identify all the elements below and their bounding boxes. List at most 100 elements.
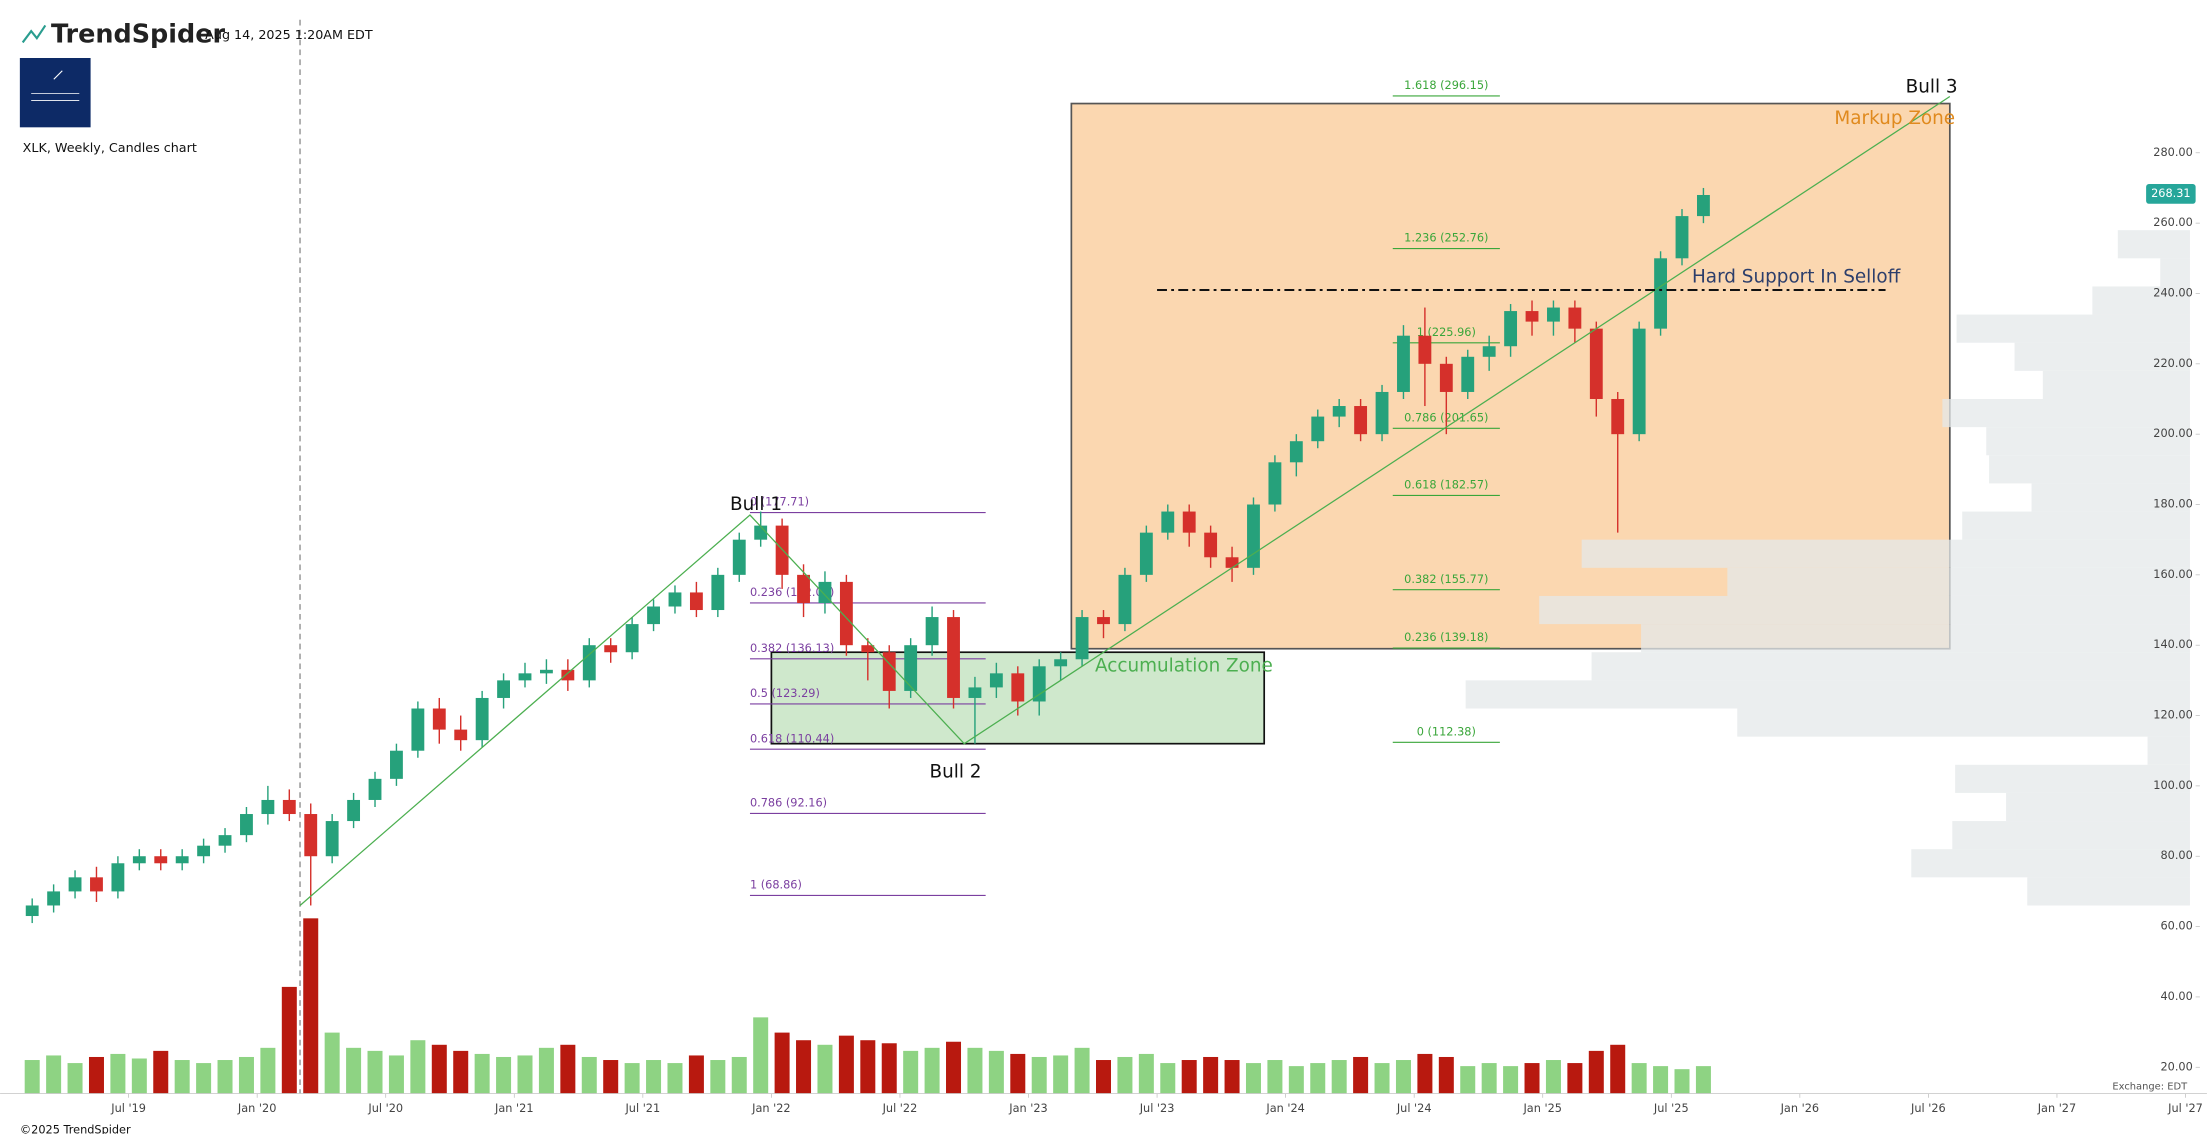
volume-bar bbox=[946, 1041, 962, 1094]
volume-bar bbox=[1374, 1063, 1390, 1094]
y-tick-label: 140.00 bbox=[2153, 638, 2193, 651]
fib-label: 0.618 (182.57) bbox=[1404, 479, 1488, 492]
y-tick-label: 40.00 bbox=[2160, 990, 2192, 1003]
candle-body bbox=[390, 750, 403, 779]
candle-body bbox=[668, 592, 682, 607]
fib-label: 0.786 (92.16) bbox=[750, 797, 827, 810]
volume-profile-bar bbox=[1727, 567, 2190, 596]
main-layer: 0 (177.71) 0.236 (152.03) 0.382 (136.13) 0.… bbox=[0, 19, 2207, 1115]
volume-bar bbox=[1245, 1063, 1261, 1094]
volume-bar bbox=[196, 1063, 212, 1094]
candle-body bbox=[1397, 335, 1410, 392]
candle-body bbox=[711, 574, 725, 611]
x-tick-label: Jan '25 bbox=[1522, 1102, 1562, 1115]
candle-body bbox=[689, 592, 703, 611]
chart-title: XLK, Weekly, Candles chart bbox=[23, 141, 197, 156]
volume-bar bbox=[817, 1044, 833, 1094]
fib-label: 0.5 (123.29) bbox=[750, 687, 820, 700]
volume-bar bbox=[281, 986, 297, 1094]
volume-bar bbox=[110, 1053, 126, 1094]
volume-profile-bar bbox=[1952, 821, 2190, 850]
volume-bar bbox=[753, 1017, 769, 1094]
volume-bar bbox=[346, 1047, 362, 1094]
y-tick-label: 200.00 bbox=[2153, 427, 2193, 440]
candle-body bbox=[1611, 398, 1625, 435]
x-tick-label: Jul '21 bbox=[624, 1102, 660, 1115]
candle-body bbox=[1482, 346, 1496, 357]
volume-bar bbox=[860, 1040, 876, 1094]
volume-bar bbox=[1610, 1044, 1626, 1094]
volume-bar bbox=[1481, 1063, 1497, 1094]
volume-bar bbox=[453, 1050, 469, 1094]
y-tick-label: 80.00 bbox=[2160, 849, 2192, 862]
volume-bar bbox=[1224, 1060, 1240, 1094]
last-price-label: 268.31 bbox=[2151, 187, 2191, 200]
candle-body bbox=[1247, 504, 1260, 568]
bull-label: Bull 1 bbox=[730, 494, 782, 515]
candle-body bbox=[1675, 216, 1689, 259]
candle-body bbox=[218, 835, 232, 846]
volume-profile-bar bbox=[1989, 455, 2190, 484]
logo bbox=[19, 58, 91, 128]
candle-body bbox=[989, 673, 1003, 688]
candle-body bbox=[797, 574, 810, 603]
y-tick-label: 120.00 bbox=[2153, 709, 2193, 722]
candle-body bbox=[325, 821, 339, 857]
volume-bar bbox=[1074, 1047, 1090, 1094]
x-tick-label: Jul '22 bbox=[882, 1102, 918, 1115]
candle-body bbox=[1439, 363, 1453, 392]
volume-profile-bar bbox=[2031, 483, 2190, 512]
volume-profile-bar bbox=[1962, 511, 2190, 540]
candle-body bbox=[947, 617, 960, 698]
volume-profile-bar bbox=[2092, 286, 2190, 315]
bull-label: Bull 2 bbox=[929, 761, 981, 782]
candle-body bbox=[625, 624, 639, 653]
candle-body bbox=[282, 799, 296, 815]
volume-bar bbox=[1524, 1063, 1540, 1094]
volume-bar bbox=[260, 1047, 276, 1094]
candle-body bbox=[154, 856, 168, 864]
x-tick-label: Jan '26 bbox=[1780, 1102, 1820, 1115]
volume-bar bbox=[217, 1060, 233, 1094]
x-tick-label: Jul '24 bbox=[1396, 1102, 1432, 1115]
candle-body bbox=[1418, 335, 1432, 364]
volume-bar bbox=[24, 1060, 40, 1094]
candle-body bbox=[1504, 311, 1518, 347]
volume-bar bbox=[474, 1053, 490, 1094]
candle-body bbox=[432, 708, 446, 730]
candle-body bbox=[411, 708, 425, 751]
volume-bar bbox=[1331, 1060, 1347, 1094]
volume-bar bbox=[967, 1047, 983, 1094]
volume-bar bbox=[1096, 1060, 1111, 1094]
volume-bar bbox=[581, 1056, 597, 1094]
last-price-badge bbox=[2146, 184, 2196, 204]
candle-body bbox=[1654, 258, 1668, 329]
volume-bar bbox=[367, 1050, 383, 1094]
volume-profile-bar bbox=[1539, 595, 2190, 625]
timestamp: Aug 14, 2025 1:20AM EDT bbox=[205, 28, 373, 43]
candle-body bbox=[904, 645, 918, 691]
candle-body bbox=[925, 617, 939, 646]
volume-profile-bar bbox=[1591, 652, 2190, 681]
volume-bar bbox=[688, 1055, 704, 1094]
candle-body bbox=[539, 669, 553, 674]
candle-body bbox=[1011, 673, 1025, 702]
candle-body bbox=[1118, 574, 1132, 625]
volume-profile-bar bbox=[1911, 849, 2190, 878]
candle-body bbox=[1054, 659, 1068, 667]
volume-bar bbox=[303, 918, 319, 1094]
fib-label: 0.618 (110.44) bbox=[750, 732, 834, 745]
volume-profile-bar bbox=[1581, 539, 2190, 568]
candle-body bbox=[561, 669, 575, 681]
candle-body bbox=[1547, 307, 1560, 322]
volume-bar bbox=[710, 1060, 726, 1094]
volume-bar bbox=[1588, 1050, 1604, 1094]
y-tick-label: 20.00 bbox=[2160, 1060, 2192, 1073]
candle-body bbox=[497, 680, 510, 698]
candle-body bbox=[647, 606, 660, 625]
candle-body bbox=[1204, 532, 1218, 558]
volume-bar bbox=[1460, 1066, 1476, 1094]
candle-body bbox=[304, 814, 318, 857]
volume-profile-bar bbox=[1942, 398, 2190, 428]
volume-bar bbox=[646, 1060, 662, 1094]
